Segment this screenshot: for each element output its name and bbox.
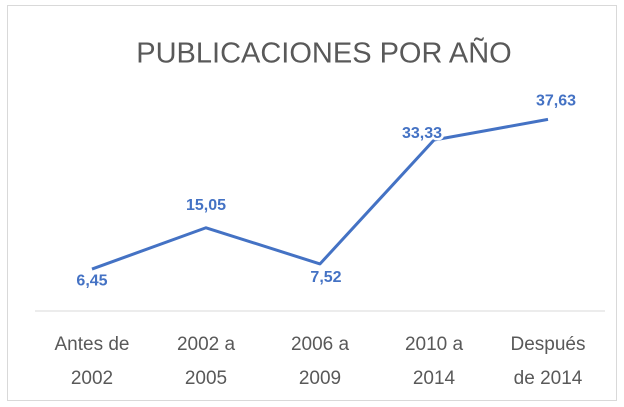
chart-title: PUBLICACIONES POR AÑO xyxy=(136,36,512,70)
data-label: 7,52 xyxy=(310,269,341,286)
x-tick-label: 2006 a 2009 xyxy=(291,334,350,389)
x-tick-label: Antes de 2002 xyxy=(55,334,130,389)
x-tick-label: 2010 a 2014 xyxy=(405,334,464,389)
x-tick-label: 2002 a 2005 xyxy=(177,334,236,389)
data-label: 15,05 xyxy=(186,197,226,214)
data-label: 33,33 xyxy=(402,125,442,142)
data-label: 6,45 xyxy=(76,272,107,289)
x-tick-label: Después de 2014 xyxy=(511,334,586,389)
chart-frame xyxy=(7,5,617,401)
line xyxy=(91,117,549,271)
data-label: 37,63 xyxy=(536,93,576,110)
